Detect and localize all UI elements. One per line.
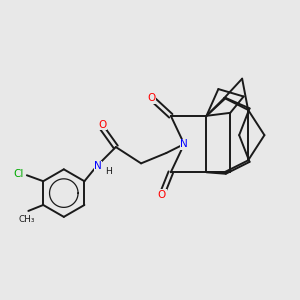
Text: N: N <box>180 139 188 149</box>
Text: O: O <box>98 120 106 130</box>
Text: Cl: Cl <box>14 169 24 179</box>
Text: N: N <box>94 161 102 171</box>
Text: CH₃: CH₃ <box>19 215 35 224</box>
Text: O: O <box>147 93 156 103</box>
Text: O: O <box>158 190 166 200</box>
Text: H: H <box>106 167 112 176</box>
